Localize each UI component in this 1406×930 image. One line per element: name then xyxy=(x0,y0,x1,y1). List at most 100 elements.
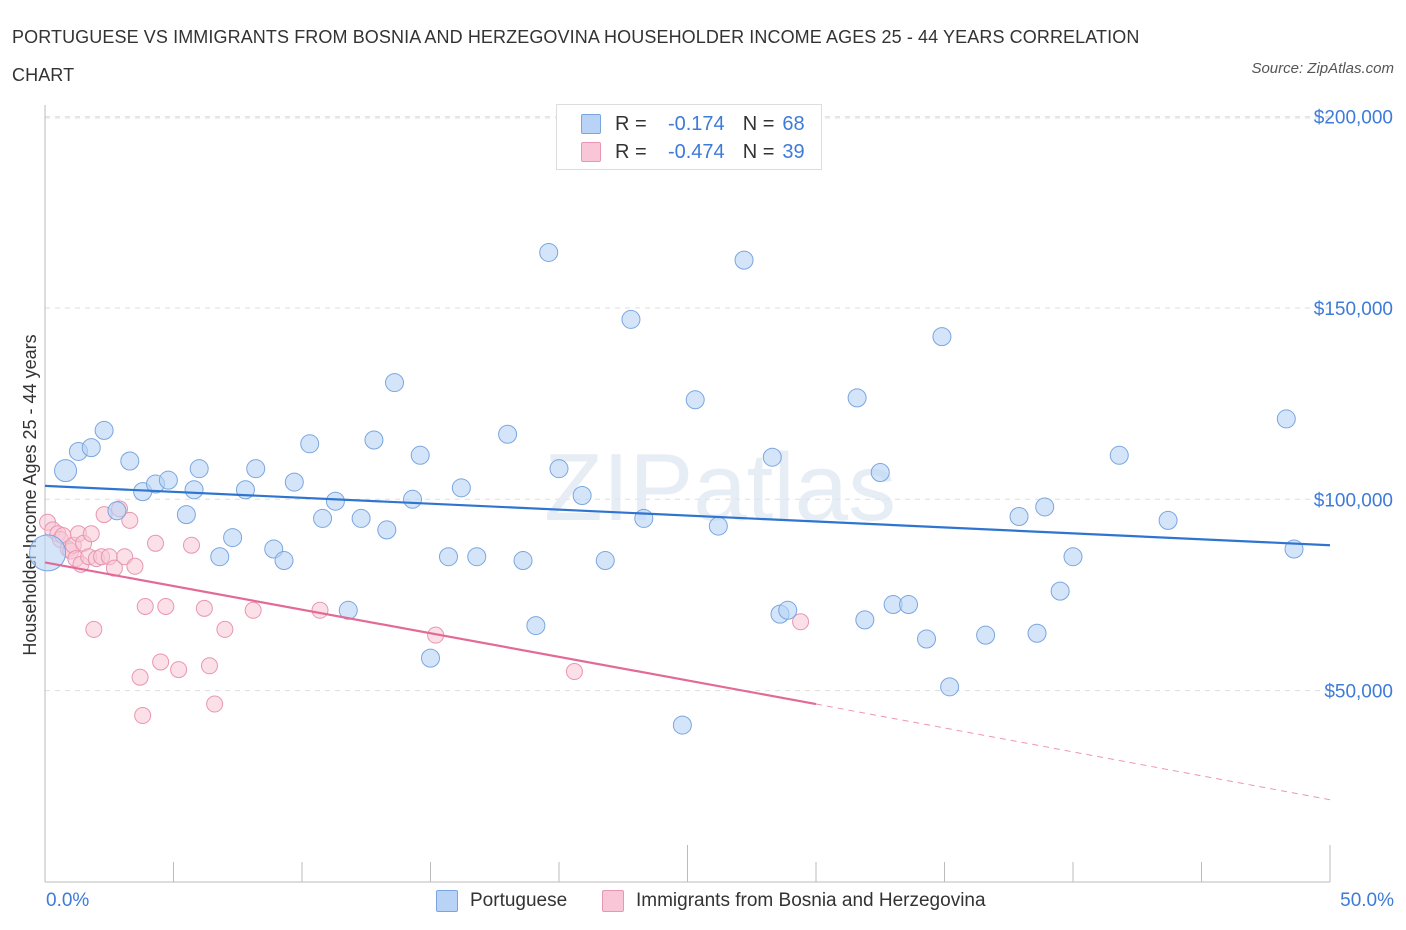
point-portuguese xyxy=(421,648,440,668)
point-portuguese xyxy=(685,390,705,410)
point-portuguese xyxy=(364,430,384,450)
legend-r-value: -0.174 xyxy=(667,112,725,135)
point-portuguese xyxy=(313,508,333,528)
trend-line-bosnia-extension xyxy=(815,703,1331,801)
point-portuguese xyxy=(107,501,127,521)
x-tick-label-max: 50.0% xyxy=(1340,890,1394,911)
point-portuguese xyxy=(377,520,397,540)
point-portuguese xyxy=(438,547,458,567)
bottom-legend-bosnia: Immigrants from Bosnia and Herzegovina xyxy=(602,888,986,914)
legend-n-value: 39 xyxy=(782,140,805,163)
point-portuguese xyxy=(932,327,952,347)
point-portuguese xyxy=(338,600,358,620)
point-bosnia xyxy=(82,525,100,543)
bottom-legend-swatch-blue xyxy=(436,890,458,912)
y-tick-label: $200,000 xyxy=(1314,108,1393,129)
point-portuguese xyxy=(1063,547,1083,567)
legend-r-label: R = xyxy=(615,112,647,135)
point-bosnia xyxy=(136,597,154,615)
point-bosnia xyxy=(131,668,149,686)
y-tick-label: $150,000 xyxy=(1314,299,1393,320)
point-portuguese xyxy=(351,508,371,528)
point-bosnia xyxy=(121,511,139,529)
point-portuguese xyxy=(385,373,405,393)
point-portuguese xyxy=(572,485,592,505)
trend-line-portuguese xyxy=(44,484,1331,547)
point-portuguese xyxy=(634,508,654,528)
point-bosnia xyxy=(170,661,188,679)
point-portuguese xyxy=(940,677,960,697)
point-portuguese xyxy=(284,472,304,492)
point-bosnia xyxy=(244,601,262,619)
point-portuguese xyxy=(29,534,67,572)
point-bosnia xyxy=(200,657,218,675)
point-bosnia xyxy=(85,620,103,638)
point-portuguese xyxy=(54,459,78,483)
point-portuguese xyxy=(1027,623,1047,643)
point-portuguese xyxy=(621,309,641,329)
point-portuguese xyxy=(158,470,178,490)
point-portuguese xyxy=(513,551,533,571)
point-bosnia xyxy=(206,695,224,713)
point-portuguese xyxy=(549,459,569,479)
point-portuguese xyxy=(778,600,798,620)
correlation-legend: R = -0.174 N = 68 R = -0.474 N = 39 xyxy=(556,104,822,170)
point-portuguese xyxy=(94,420,114,440)
point-portuguese xyxy=(325,491,345,511)
point-bosnia xyxy=(147,534,165,552)
y-tick-label: $100,000 xyxy=(1314,490,1393,511)
point-portuguese xyxy=(176,505,196,525)
bottom-legend-label: Immigrants from Bosnia and Herzegovina xyxy=(636,890,986,911)
point-portuguese xyxy=(300,434,320,454)
point-portuguese xyxy=(1109,445,1129,465)
legend-n-label: N = xyxy=(742,112,775,135)
bottom-legend-portuguese: Portuguese xyxy=(436,888,567,914)
point-portuguese xyxy=(708,516,728,536)
point-portuguese xyxy=(120,451,140,471)
point-portuguese xyxy=(223,528,243,548)
point-portuguese xyxy=(1276,409,1296,429)
point-bosnia xyxy=(182,536,200,554)
point-bosnia xyxy=(311,601,329,619)
source-label: Source: ZipAtlas.com xyxy=(1251,60,1394,77)
point-portuguese xyxy=(1009,507,1029,527)
point-portuguese xyxy=(1035,497,1055,517)
y-tick-labels: $50,000 $100,000 $150,000 $200,000 xyxy=(1314,108,1393,703)
point-portuguese xyxy=(539,242,559,262)
point-bosnia xyxy=(152,653,170,671)
legend-row-bosnia: R = -0.474 N = 39 xyxy=(581,139,805,165)
point-portuguese xyxy=(870,463,890,483)
trend-lines xyxy=(44,484,1331,801)
legend-r-value: -0.474 xyxy=(667,140,725,163)
legend-swatch-pink xyxy=(581,142,601,162)
point-portuguese xyxy=(189,459,209,479)
point-portuguese xyxy=(847,388,867,408)
point-portuguese xyxy=(899,595,919,615)
point-portuguese xyxy=(498,424,518,444)
legend-row-portuguese: R = -0.174 N = 68 xyxy=(581,111,805,137)
point-portuguese xyxy=(451,478,471,498)
point-portuguese xyxy=(467,547,487,567)
point-bosnia xyxy=(565,663,583,681)
point-portuguese xyxy=(1050,581,1070,601)
point-portuguese xyxy=(210,547,230,567)
legend-r-label: R = xyxy=(615,140,647,163)
series-portuguese-points xyxy=(29,242,1304,735)
point-portuguese xyxy=(595,551,615,571)
point-portuguese xyxy=(526,616,546,636)
point-portuguese xyxy=(403,489,423,509)
point-bosnia xyxy=(157,597,175,615)
y-axis-title: Householder Income Ages 25 - 44 years xyxy=(20,334,40,655)
point-portuguese xyxy=(917,629,937,649)
point-portuguese xyxy=(762,447,782,467)
point-portuguese xyxy=(672,715,692,735)
point-bosnia xyxy=(792,613,810,631)
bottom-legend-swatch-pink xyxy=(602,890,624,912)
point-bosnia xyxy=(126,557,144,575)
bottom-legend-label: Portuguese xyxy=(470,890,568,911)
point-bosnia xyxy=(216,620,234,638)
point-bosnia xyxy=(134,707,152,725)
axes xyxy=(44,105,1331,883)
point-portuguese xyxy=(81,438,101,458)
